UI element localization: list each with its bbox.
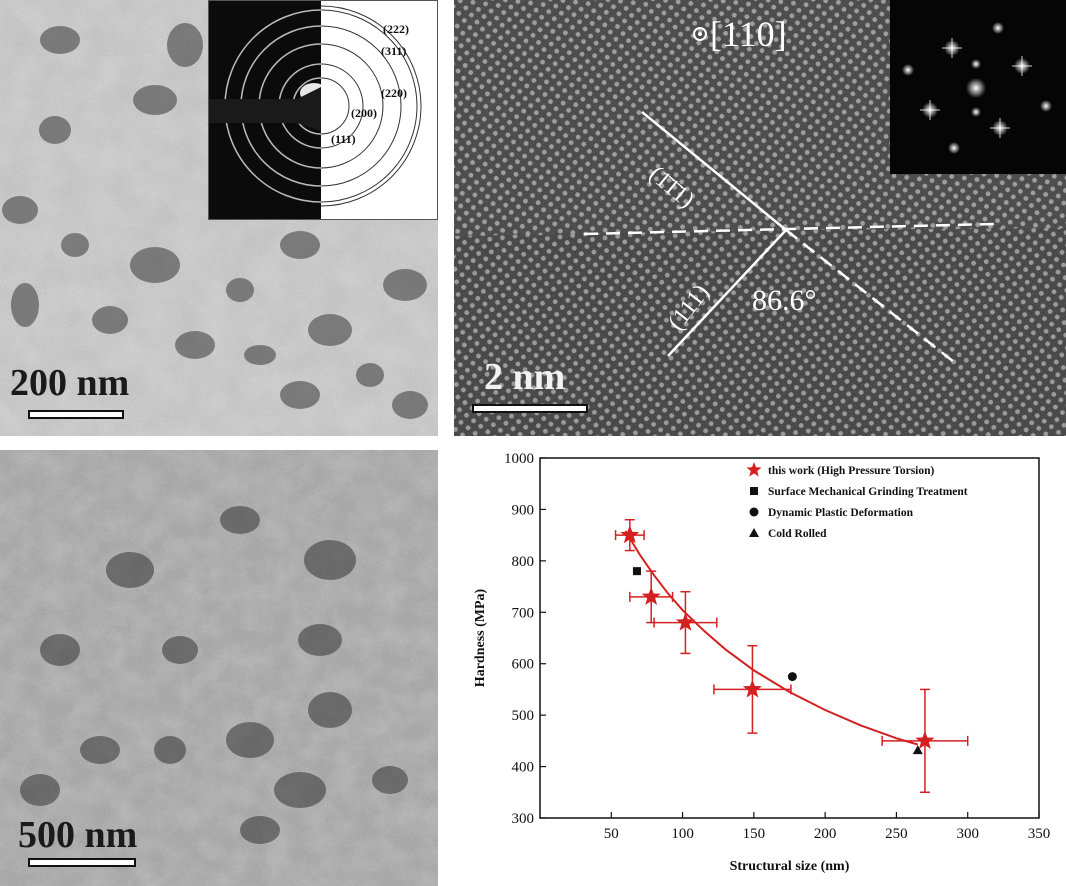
legend-marker-circle — [749, 507, 759, 517]
zone-axis-label: [110] — [710, 14, 787, 54]
legend-label: Cold Rolled — [768, 528, 827, 540]
data-point-star — [620, 525, 640, 544]
y-tick-label: 900 — [512, 502, 535, 518]
data-point-star — [641, 586, 661, 605]
y-tick-label: 400 — [512, 760, 535, 776]
data-point-square — [632, 567, 641, 576]
diffraction-rings — [209, 1, 437, 219]
ring-label-220: (220) — [381, 86, 407, 100]
legend-label: Dynamic Plastic Deformation — [768, 507, 914, 519]
hrtem-image-2nm: [110] (1̄1̄1) (111) 86.6° 2 nm — [454, 0, 1066, 436]
ring-label-200: (200) — [351, 106, 377, 120]
x-tick-label: 300 — [956, 826, 979, 842]
legend-marker-triangle — [749, 528, 759, 537]
ring-label-222: (222) — [383, 22, 409, 36]
hardness-chart-panel: 50 100 150 200 250 300 350 300 400 500 600 700 800 90… — [454, 450, 1066, 886]
scale-bar-200nm — [28, 410, 124, 419]
x-tick-label: 100 — [671, 826, 694, 842]
tem-image-200nm: (222) (311) (220) (200) (111) 200 nm — [0, 0, 438, 436]
tem-image-500nm: 500 nm — [0, 450, 438, 886]
scale-label-500nm: 500 nm — [18, 814, 138, 856]
scale-label-200nm: 200 nm — [10, 362, 130, 404]
fit-curve — [624, 530, 919, 746]
ring-label-111: (111) — [331, 132, 356, 146]
y-tick-label: 600 — [512, 657, 535, 673]
scale-bar-2nm — [472, 404, 588, 413]
fft-inset — [890, 0, 1066, 174]
data-point-star — [675, 612, 695, 631]
data-point-star — [915, 730, 935, 749]
y-tick-label: 700 — [512, 605, 535, 621]
angle-label: 86.6° — [752, 284, 817, 317]
y-tick-label: 500 — [512, 708, 535, 724]
tem-texture-c — [0, 450, 438, 886]
hardness-chart: 50 100 150 200 250 300 350 300 400 500 600 700 800 90… — [473, 451, 1051, 874]
x-tick-label: 200 — [814, 826, 837, 842]
data-point-star — [742, 679, 762, 698]
plot-frame — [539, 457, 1040, 819]
y-axis-label: Hardness (MPa) — [473, 588, 488, 687]
scale-bar-500nm — [28, 858, 136, 867]
y-tick-label: 300 — [512, 811, 535, 827]
legend-label: Surface Mechanical Grinding Treatment — [768, 486, 968, 498]
legend-marker-star — [746, 462, 762, 477]
x-tick-label: 50 — [604, 826, 619, 842]
legend-marker-square — [750, 487, 758, 495]
x-tick-label: 350 — [1028, 826, 1051, 842]
data-point-circle — [787, 672, 797, 682]
ring-label-311: (311) — [381, 44, 407, 58]
x-tick-label: 250 — [885, 826, 908, 842]
data-point-triangle — [912, 745, 923, 755]
y-tick-label: 800 — [512, 554, 535, 570]
x-axis-label: Structural size (nm) — [730, 859, 850, 874]
diffraction-inset: (222) (311) (220) (200) (111) — [208, 0, 438, 220]
fft-spots — [902, 22, 1052, 154]
x-tick-label: 150 — [743, 826, 766, 842]
scale-label-2nm: 2 nm — [484, 356, 566, 398]
legend-label: this work (High Pressure Torsion) — [768, 465, 935, 477]
y-tick-label: 1000 — [504, 451, 534, 467]
